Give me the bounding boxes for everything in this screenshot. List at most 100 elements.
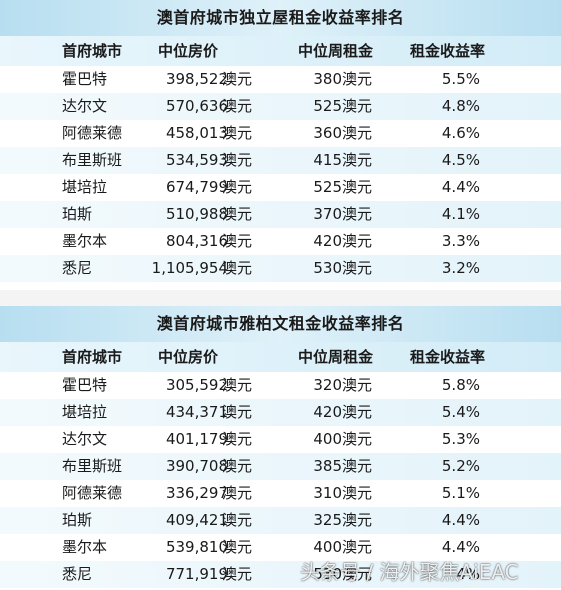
table-row: 悉尼 1,105,954 澳元 530 澳元 3.2% bbox=[0, 255, 561, 282]
cell-rent-unit: 澳元 bbox=[342, 511, 373, 529]
cell-price: 398,522 bbox=[165, 70, 228, 88]
cell-price: 305,592 bbox=[165, 376, 228, 394]
cell-rent: 325 bbox=[313, 511, 342, 529]
header-city: 首府城市 bbox=[62, 42, 123, 60]
table-row: 墨尔本 804,316 澳元 420 澳元 3.3% bbox=[0, 228, 561, 255]
cell-yield: 4.4% bbox=[441, 538, 480, 556]
cell-yield: 4.1% bbox=[441, 205, 480, 223]
table-row: 布里斯班 534,593 澳元 415 澳元 4.5% bbox=[0, 147, 561, 174]
cell-yield: 5.4% bbox=[441, 403, 480, 421]
cell-rent-unit: 澳元 bbox=[342, 178, 373, 196]
cell-price: 804,316 bbox=[165, 232, 228, 250]
cell-city: 悉尼 bbox=[62, 259, 93, 277]
cell-rent-unit: 澳元 bbox=[342, 376, 373, 394]
cell-price: 674,799 bbox=[165, 178, 228, 196]
cell-yield: 4.6% bbox=[441, 124, 480, 142]
cell-rent-unit: 澳元 bbox=[342, 151, 373, 169]
header-yield: 租金收益率 bbox=[410, 42, 486, 60]
cell-yield: 5.8% bbox=[441, 376, 480, 394]
cell-city: 悉尼 bbox=[62, 565, 93, 583]
cell-rent: 320 bbox=[313, 376, 342, 394]
cell-rent-unit: 澳元 bbox=[342, 124, 373, 142]
cell-rent-unit: 澳元 bbox=[342, 403, 373, 421]
cell-city: 珀斯 bbox=[62, 511, 93, 529]
cell-rent: 310 bbox=[313, 484, 342, 502]
cell-price: 434,371 bbox=[165, 403, 228, 421]
cell-price: 510,988 bbox=[165, 205, 228, 223]
cell-rent: 525 bbox=[313, 178, 342, 196]
cell-price-unit: 澳元 bbox=[222, 70, 253, 88]
cell-price-unit: 澳元 bbox=[222, 376, 253, 394]
cell-rent-unit: 澳元 bbox=[342, 538, 373, 556]
cell-yield: 4.8% bbox=[441, 97, 480, 115]
table-row: 珀斯 409,421 澳元 325 澳元 4.4% bbox=[0, 507, 561, 534]
cell-rent: 360 bbox=[313, 124, 342, 142]
cell-price: 1,105,954 bbox=[151, 259, 228, 277]
cell-price: 534,593 bbox=[165, 151, 228, 169]
table-body: 霍巴特 305,592 澳元 320 澳元 5.8% 堪培拉 434,371 澳元 420 澳元 5.… bbox=[0, 372, 561, 588]
cell-rent: 415 bbox=[313, 151, 342, 169]
cell-rent-unit: 澳元 bbox=[342, 205, 373, 223]
cell-rent: 400 bbox=[313, 538, 342, 556]
table-row: 霍巴特 398,522 澳元 380 澳元 5.5% bbox=[0, 66, 561, 93]
table-row: 悉尼 771,919 澳元 530 澳元 4% bbox=[0, 561, 561, 588]
table-divider bbox=[0, 290, 561, 306]
cell-rent-unit: 澳元 bbox=[342, 430, 373, 448]
table-row: 达尔文 570,636 澳元 525 澳元 4.8% bbox=[0, 93, 561, 120]
cell-price-unit: 澳元 bbox=[222, 232, 253, 250]
cell-rent: 420 bbox=[313, 403, 342, 421]
cell-rent: 385 bbox=[313, 457, 342, 475]
table-row: 堪培拉 674,799 澳元 525 澳元 4.4% bbox=[0, 174, 561, 201]
table-row: 阿德莱德 336,297 澳元 310 澳元 5.1% bbox=[0, 480, 561, 507]
cell-price: 458,013 bbox=[165, 124, 228, 142]
cell-price-unit: 澳元 bbox=[222, 178, 253, 196]
cell-rent-unit: 澳元 bbox=[342, 457, 373, 475]
cell-price-unit: 澳元 bbox=[222, 151, 253, 169]
cell-rent-unit: 澳元 bbox=[342, 565, 373, 583]
cell-price: 409,421 bbox=[165, 511, 228, 529]
cell-rent: 380 bbox=[313, 70, 342, 88]
cell-yield: 3.2% bbox=[441, 259, 480, 277]
cell-city: 布里斯班 bbox=[62, 151, 123, 169]
cell-rent: 420 bbox=[313, 232, 342, 250]
cell-rent: 525 bbox=[313, 97, 342, 115]
watermark: 头条号 / 海外聚焦AiEAC bbox=[300, 560, 519, 584]
cell-city: 堪培拉 bbox=[62, 403, 108, 421]
cell-yield: 3.3% bbox=[441, 232, 480, 250]
cell-city: 阿德莱德 bbox=[62, 124, 123, 142]
table-row: 阿德莱德 458,013 澳元 360 澳元 4.6% bbox=[0, 120, 561, 147]
table-header: 首府城市 中位房价 中位周租金 租金收益率 bbox=[0, 36, 561, 66]
cell-price-unit: 澳元 bbox=[222, 97, 253, 115]
cell-price: 771,919 bbox=[165, 565, 228, 583]
header-rent: 中位周租金 bbox=[298, 42, 374, 60]
table-row: 布里斯班 390,708 澳元 385 澳元 5.2% bbox=[0, 453, 561, 480]
cell-price: 336,297 bbox=[165, 484, 228, 502]
cell-price-unit: 澳元 bbox=[222, 484, 253, 502]
cell-city: 阿德莱德 bbox=[62, 484, 123, 502]
cell-price-unit: 澳元 bbox=[222, 403, 253, 421]
cell-city: 达尔文 bbox=[62, 430, 108, 448]
cell-rent-unit: 澳元 bbox=[342, 70, 373, 88]
cell-rent: 400 bbox=[313, 430, 342, 448]
table-row: 墨尔本 539,810 澳元 400 澳元 4.4% bbox=[0, 534, 561, 561]
cell-yield: 5.3% bbox=[441, 430, 480, 448]
cell-price-unit: 澳元 bbox=[222, 259, 253, 277]
cell-price-unit: 澳元 bbox=[222, 457, 253, 475]
cell-price-unit: 澳元 bbox=[222, 205, 253, 223]
cell-city: 霍巴特 bbox=[62, 376, 108, 394]
table-row: 霍巴特 305,592 澳元 320 澳元 5.8% bbox=[0, 372, 561, 399]
table-header: 首府城市 中位房价 中位周租金 租金收益率 bbox=[0, 342, 561, 372]
cell-price-unit: 澳元 bbox=[222, 511, 253, 529]
cell-city: 堪培拉 bbox=[62, 178, 108, 196]
cell-yield: 4.5% bbox=[441, 151, 480, 169]
house-yield-table: 澳首府城市独立屋租金收益率排名 首府城市 中位房价 中位周租金 租金收益率 霍巴… bbox=[0, 0, 561, 282]
table-title: 澳首府城市独立屋租金收益率排名 bbox=[0, 0, 561, 36]
table-row: 珀斯 510,988 澳元 370 澳元 4.1% bbox=[0, 201, 561, 228]
cell-price: 390,708 bbox=[165, 457, 228, 475]
cell-yield: 4% bbox=[456, 565, 480, 583]
cell-city: 墨尔本 bbox=[62, 232, 108, 250]
table-body: 霍巴特 398,522 澳元 380 澳元 5.5% 达尔文 570,636 澳元 525 澳元 4.… bbox=[0, 66, 561, 282]
cell-rent-unit: 澳元 bbox=[342, 97, 373, 115]
cell-city: 布里斯班 bbox=[62, 457, 123, 475]
cell-rent: 370 bbox=[313, 205, 342, 223]
